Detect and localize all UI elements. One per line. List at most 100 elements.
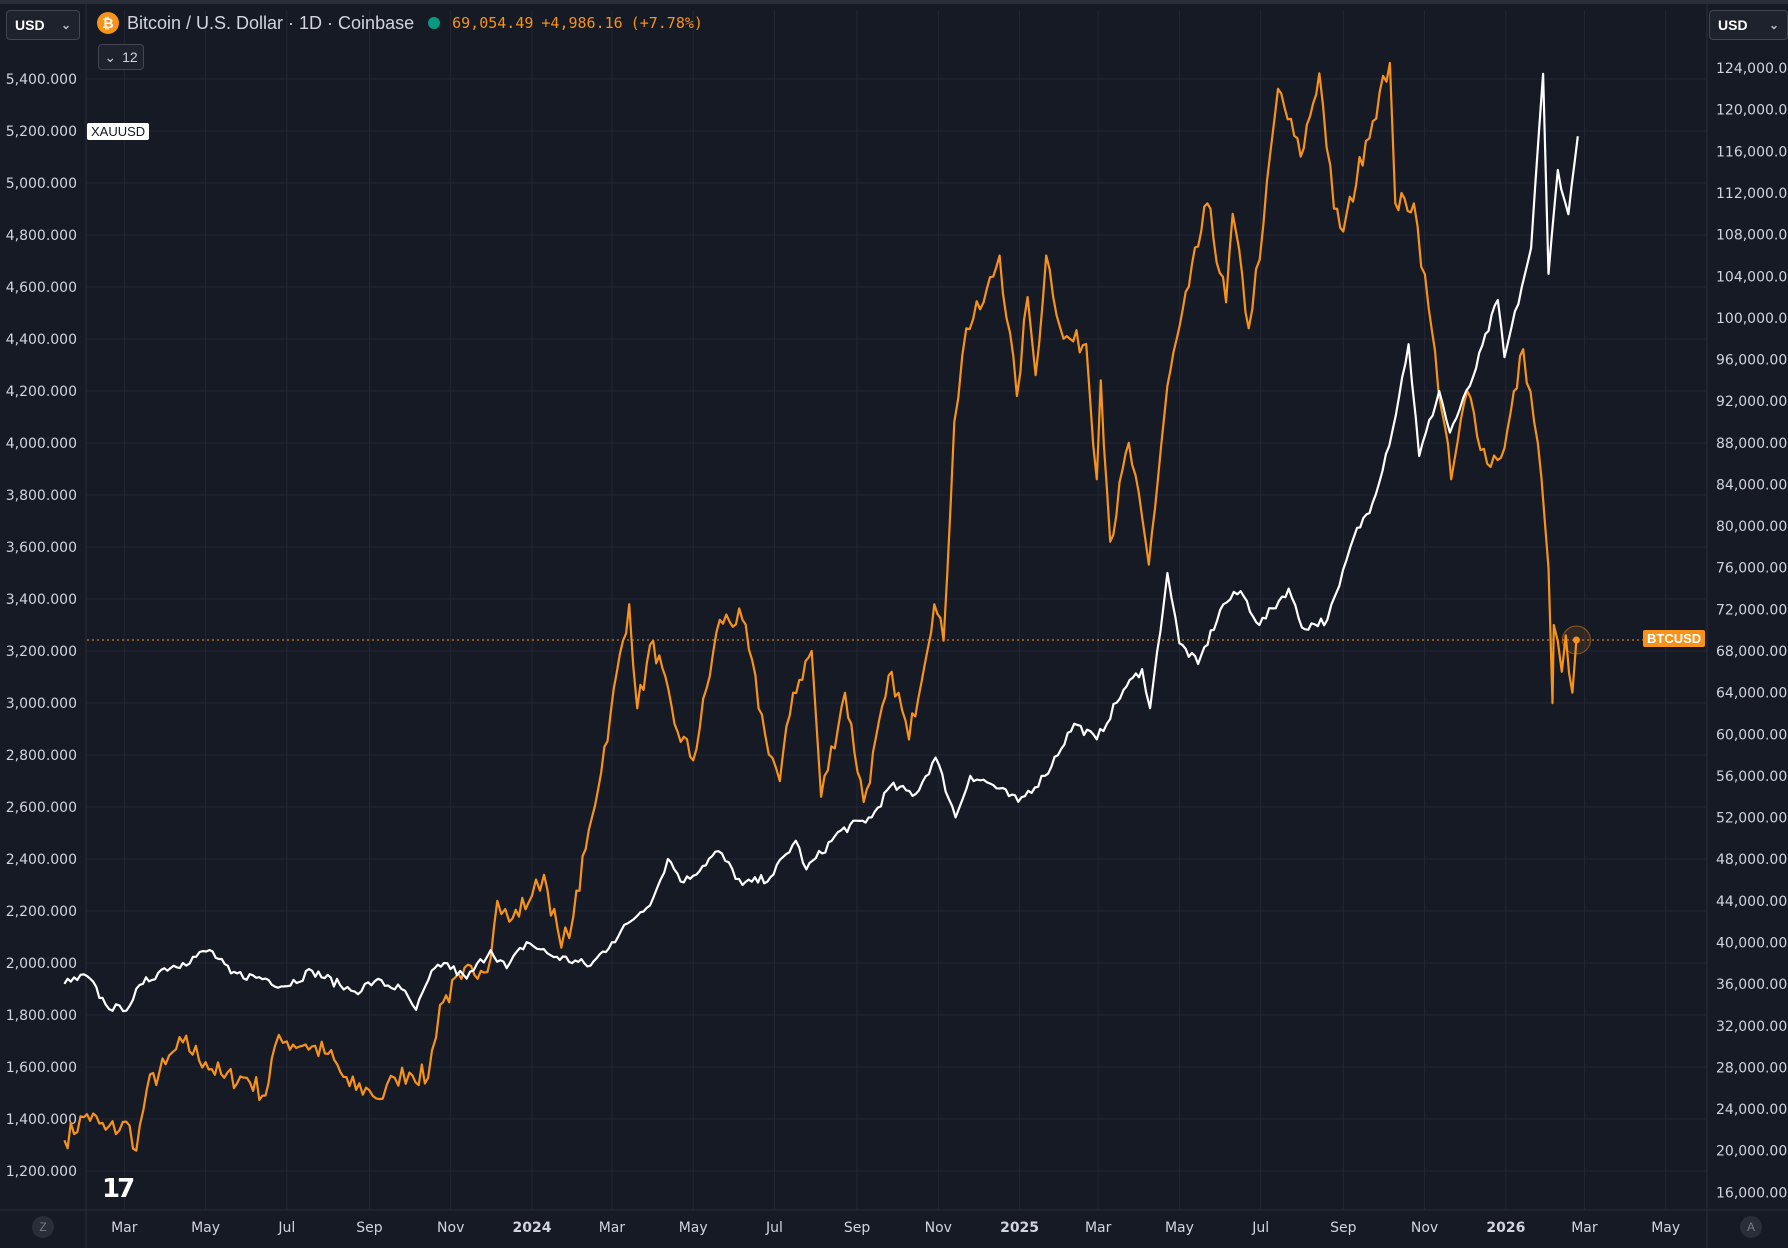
- right-tick-label: 112,000.00: [1716, 186, 1788, 202]
- right-tick-label: 116,000.00: [1716, 144, 1788, 160]
- time-tick-label: Nov: [925, 1220, 952, 1236]
- time-tick-label: Jul: [277, 1220, 295, 1236]
- right-tick-label: 20,000.00: [1716, 1144, 1787, 1160]
- left-tick-label: 4,600.000: [6, 280, 77, 296]
- btcusd-price-label: BTCUSD: [1643, 630, 1706, 648]
- time-tick-label: 2024: [512, 1220, 551, 1236]
- symbol-title[interactable]: Bitcoin / U.S. Dollar · 1D · Coinbase: [127, 12, 415, 33]
- auto-scale-button[interactable]: A: [1740, 1216, 1762, 1238]
- left-tick-label: 2,800.000: [6, 748, 77, 764]
- tradingview-logo: 17: [102, 1174, 135, 1204]
- right-tick-label: 80,000.00: [1716, 519, 1787, 535]
- right-tick-label: 120,000.00: [1716, 103, 1788, 119]
- btcusd-line: [63, 61, 1578, 1152]
- time-tick-label: Mar: [599, 1220, 626, 1236]
- left-tick-label: 3,200.000: [6, 644, 77, 660]
- time-tick-label: Jul: [1251, 1220, 1269, 1236]
- right-tick-label: 40,000.00: [1716, 935, 1787, 951]
- right-tick-label: 76,000.00: [1716, 561, 1787, 577]
- right-tick-label: 48,000.00: [1716, 852, 1787, 868]
- left-tick-label: 3,400.000: [6, 592, 77, 608]
- series-lines: [63, 61, 1579, 1152]
- left-tick-label: 1,600.000: [6, 1060, 77, 1076]
- chevron-down-icon: ⌄: [104, 48, 117, 65]
- right-tick-label: 104,000.00: [1716, 269, 1788, 285]
- time-tick-label: Jul: [765, 1220, 783, 1236]
- time-tick-label: Mar: [1085, 1220, 1112, 1236]
- right-tick-label: 28,000.00: [1716, 1060, 1787, 1076]
- time-tick-label: Sep: [1330, 1220, 1357, 1236]
- left-axis: 5,400.000 5,200.000 5,000.000 4,800.000 4,60…: [6, 72, 77, 1180]
- last-price-dot: [1572, 636, 1580, 644]
- right-axis: 124,000.00 120,000.00 116,000.00 112,000.00…: [1716, 61, 1788, 1201]
- indicator-count: 12: [122, 49, 138, 65]
- left-tick-label: 3,600.000: [6, 540, 77, 556]
- left-tick-label: 2,400.000: [6, 852, 77, 868]
- right-tick-label: 84,000.00: [1716, 477, 1787, 493]
- right-tick-label: 24,000.00: [1716, 1102, 1787, 1118]
- right-tick-label: 16,000.00: [1716, 1185, 1787, 1201]
- left-currency-label: USD: [15, 17, 45, 33]
- right-tick-label: 32,000.00: [1716, 1019, 1787, 1035]
- time-tick-label: Sep: [356, 1220, 383, 1236]
- left-tick-label: 2,600.000: [6, 800, 77, 816]
- left-tick-label: 3,000.000: [6, 696, 77, 712]
- last-price: 69,054.49: [452, 14, 534, 32]
- price-change-pct: (+7.78%): [630, 14, 703, 32]
- bitcoin-icon: ₿: [97, 12, 119, 34]
- left-tick-label: 2,000.000: [6, 956, 77, 972]
- left-tick-label: 1,200.000: [6, 1164, 77, 1180]
- left-currency-select[interactable]: USD ⌄: [6, 10, 80, 40]
- right-tick-label: 108,000.00: [1716, 228, 1788, 244]
- time-tick-label: Nov: [1411, 1220, 1438, 1236]
- right-tick-label: 96,000.00: [1716, 353, 1787, 369]
- time-tick-label: Mar: [1571, 1220, 1598, 1236]
- time-axis: Mar May Jul Sep Nov 2024 Mar May Jul Sep Nov 2025 Ma…: [111, 1220, 1680, 1236]
- time-tick-label: 2026: [1486, 1220, 1525, 1236]
- zoom-reset-button[interactable]: Z: [32, 1216, 54, 1238]
- grid: [0, 4, 1788, 1248]
- chevron-down-icon: ⌄: [60, 18, 71, 32]
- right-tick-label: 60,000.00: [1716, 727, 1787, 743]
- time-tick-label: 2025: [1000, 1220, 1039, 1236]
- right-tick-label: 64,000.00: [1716, 686, 1787, 702]
- left-tick-label: 4,200.000: [6, 384, 77, 400]
- time-tick-label: Sep: [844, 1220, 871, 1236]
- right-tick-label: 72,000.00: [1716, 602, 1787, 618]
- time-tick-label: Mar: [111, 1220, 138, 1236]
- right-currency-select[interactable]: USD ⌄: [1709, 10, 1788, 40]
- right-tick-label: 52,000.00: [1716, 811, 1787, 827]
- left-tick-label: 1,800.000: [6, 1008, 77, 1024]
- right-tick-label: 100,000.00: [1716, 311, 1788, 327]
- time-tick-label: Nov: [437, 1220, 464, 1236]
- price-change: +4,986.16: [541, 14, 623, 32]
- right-tick-label: 56,000.00: [1716, 769, 1787, 785]
- collapse-indicators-button[interactable]: ⌄ 12: [98, 44, 144, 70]
- left-axis-bg: [0, 4, 86, 1248]
- time-tick-label: May: [1651, 1220, 1680, 1236]
- right-axis-bg: [1707, 4, 1788, 1248]
- right-tick-label: 88,000.00: [1716, 436, 1787, 452]
- symbol-legend[interactable]: ₿ Bitcoin / U.S. Dollar · 1D · Coinbase …: [97, 12, 703, 34]
- right-tick-label: 92,000.00: [1716, 394, 1787, 410]
- chevron-down-icon: ⌄: [1768, 18, 1779, 32]
- left-tick-label: 2,200.000: [6, 904, 77, 920]
- left-tick-label: 1,400.000: [6, 1112, 77, 1128]
- time-tick-label: May: [1165, 1220, 1194, 1236]
- market-open-icon: [428, 17, 441, 29]
- right-tick-label: 124,000.00: [1716, 61, 1788, 77]
- left-tick-label: 4,000.000: [6, 436, 77, 452]
- right-tick-label: 36,000.00: [1716, 977, 1787, 993]
- left-tick-label: 5,000.000: [6, 176, 77, 192]
- xauusd-series-label[interactable]: XAUUSD: [87, 123, 150, 140]
- left-tick-label: 5,400.000: [6, 72, 77, 88]
- right-tick-label: 68,000.00: [1716, 644, 1787, 660]
- left-tick-label: 4,400.000: [6, 332, 77, 348]
- xauusd-line: [63, 72, 1579, 1013]
- left-tick-label: 3,800.000: [6, 488, 77, 504]
- right-tick-label: 44,000.00: [1716, 894, 1787, 910]
- price-line-layer: [87, 625, 1705, 655]
- top-border: [0, 0, 1788, 4]
- time-tick-label: May: [679, 1220, 708, 1236]
